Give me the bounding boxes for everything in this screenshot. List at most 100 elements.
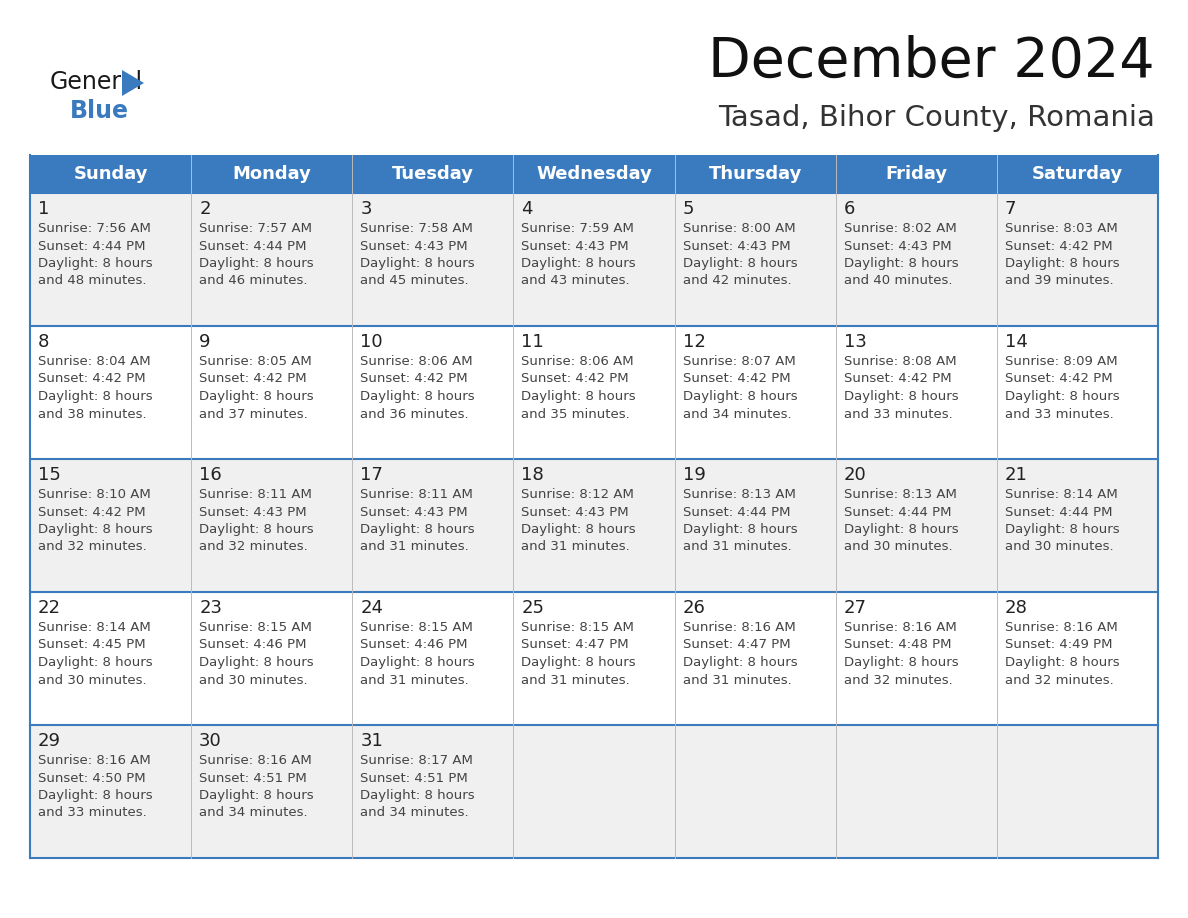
Text: Daylight: 8 hours: Daylight: 8 hours <box>522 257 636 270</box>
Text: Sunrise: 8:16 AM: Sunrise: 8:16 AM <box>200 754 312 767</box>
Text: and 31 minutes.: and 31 minutes. <box>683 674 791 687</box>
Text: and 39 minutes.: and 39 minutes. <box>1005 274 1113 287</box>
Text: and 31 minutes.: and 31 minutes. <box>360 674 469 687</box>
Text: 7: 7 <box>1005 200 1017 218</box>
Text: and 33 minutes.: and 33 minutes. <box>1005 408 1113 420</box>
Text: Sunrise: 8:06 AM: Sunrise: 8:06 AM <box>522 355 634 368</box>
Text: 21: 21 <box>1005 466 1028 484</box>
Text: and 30 minutes.: and 30 minutes. <box>843 541 953 554</box>
Text: Sunset: 4:42 PM: Sunset: 4:42 PM <box>38 506 146 519</box>
Text: Sunset: 4:43 PM: Sunset: 4:43 PM <box>360 240 468 252</box>
Text: Daylight: 8 hours: Daylight: 8 hours <box>1005 390 1119 403</box>
Text: Daylight: 8 hours: Daylight: 8 hours <box>38 523 152 536</box>
Text: and 38 minutes.: and 38 minutes. <box>38 408 146 420</box>
Text: Sunrise: 8:16 AM: Sunrise: 8:16 AM <box>38 754 151 767</box>
Text: Tuesday: Tuesday <box>392 165 474 183</box>
Text: Daylight: 8 hours: Daylight: 8 hours <box>683 656 797 669</box>
Text: 24: 24 <box>360 599 384 617</box>
Text: 20: 20 <box>843 466 866 484</box>
Text: Sunset: 4:49 PM: Sunset: 4:49 PM <box>1005 639 1112 652</box>
Text: Daylight: 8 hours: Daylight: 8 hours <box>1005 656 1119 669</box>
Text: Sunrise: 8:02 AM: Sunrise: 8:02 AM <box>843 222 956 235</box>
Text: and 34 minutes.: and 34 minutes. <box>683 408 791 420</box>
Text: Daylight: 8 hours: Daylight: 8 hours <box>38 390 152 403</box>
Text: 26: 26 <box>683 599 706 617</box>
Bar <box>30 592 1158 725</box>
Text: Sunrise: 8:04 AM: Sunrise: 8:04 AM <box>38 355 151 368</box>
Text: Daylight: 8 hours: Daylight: 8 hours <box>360 257 475 270</box>
Text: Daylight: 8 hours: Daylight: 8 hours <box>683 523 797 536</box>
Text: Sunset: 4:44 PM: Sunset: 4:44 PM <box>683 506 790 519</box>
Text: and 33 minutes.: and 33 minutes. <box>843 408 953 420</box>
Text: Blue: Blue <box>70 99 129 123</box>
Text: Sunrise: 8:11 AM: Sunrise: 8:11 AM <box>360 488 473 501</box>
Text: Monday: Monday <box>233 165 311 183</box>
Text: Sunset: 4:46 PM: Sunset: 4:46 PM <box>200 639 307 652</box>
Text: and 34 minutes.: and 34 minutes. <box>360 807 469 820</box>
Text: Daylight: 8 hours: Daylight: 8 hours <box>200 656 314 669</box>
Text: Sunrise: 8:14 AM: Sunrise: 8:14 AM <box>38 621 151 634</box>
Text: 22: 22 <box>38 599 61 617</box>
Text: and 43 minutes.: and 43 minutes. <box>522 274 630 287</box>
Text: and 32 minutes.: and 32 minutes. <box>38 541 147 554</box>
Text: and 30 minutes.: and 30 minutes. <box>1005 541 1113 554</box>
Text: Sunday: Sunday <box>74 165 147 183</box>
Text: Sunset: 4:46 PM: Sunset: 4:46 PM <box>360 639 468 652</box>
Text: Daylight: 8 hours: Daylight: 8 hours <box>522 656 636 669</box>
Text: Daylight: 8 hours: Daylight: 8 hours <box>1005 257 1119 270</box>
Text: Sunset: 4:43 PM: Sunset: 4:43 PM <box>200 506 307 519</box>
Text: Thursday: Thursday <box>708 165 802 183</box>
Text: 25: 25 <box>522 599 544 617</box>
Text: Daylight: 8 hours: Daylight: 8 hours <box>38 656 152 669</box>
Text: Sunrise: 8:16 AM: Sunrise: 8:16 AM <box>683 621 795 634</box>
Text: Sunrise: 7:57 AM: Sunrise: 7:57 AM <box>200 222 312 235</box>
Text: and 48 minutes.: and 48 minutes. <box>38 274 146 287</box>
Text: General: General <box>50 70 143 94</box>
Text: 30: 30 <box>200 732 222 750</box>
Text: 10: 10 <box>360 333 383 351</box>
Text: Sunset: 4:42 PM: Sunset: 4:42 PM <box>522 373 630 386</box>
Text: Sunrise: 8:17 AM: Sunrise: 8:17 AM <box>360 754 473 767</box>
Text: Friday: Friday <box>885 165 947 183</box>
Text: Sunrise: 8:14 AM: Sunrise: 8:14 AM <box>1005 488 1118 501</box>
Text: Saturday: Saturday <box>1032 165 1123 183</box>
Text: Daylight: 8 hours: Daylight: 8 hours <box>522 523 636 536</box>
Text: Daylight: 8 hours: Daylight: 8 hours <box>200 789 314 802</box>
Text: Daylight: 8 hours: Daylight: 8 hours <box>200 390 314 403</box>
Text: and 31 minutes.: and 31 minutes. <box>683 541 791 554</box>
Text: Daylight: 8 hours: Daylight: 8 hours <box>360 523 475 536</box>
Text: 19: 19 <box>683 466 706 484</box>
Text: Sunrise: 8:15 AM: Sunrise: 8:15 AM <box>522 621 634 634</box>
Bar <box>30 725 1158 858</box>
Text: Sunrise: 8:03 AM: Sunrise: 8:03 AM <box>1005 222 1118 235</box>
Text: 18: 18 <box>522 466 544 484</box>
Text: 28: 28 <box>1005 599 1028 617</box>
Text: and 45 minutes.: and 45 minutes. <box>360 274 469 287</box>
Text: Sunset: 4:42 PM: Sunset: 4:42 PM <box>843 373 952 386</box>
Text: Sunset: 4:44 PM: Sunset: 4:44 PM <box>38 240 145 252</box>
Text: Sunrise: 8:16 AM: Sunrise: 8:16 AM <box>1005 621 1118 634</box>
Text: 1: 1 <box>38 200 50 218</box>
Text: Sunset: 4:43 PM: Sunset: 4:43 PM <box>683 240 790 252</box>
Text: Wednesday: Wednesday <box>536 165 652 183</box>
Text: 16: 16 <box>200 466 222 484</box>
Text: Sunrise: 8:06 AM: Sunrise: 8:06 AM <box>360 355 473 368</box>
Text: and 36 minutes.: and 36 minutes. <box>360 408 469 420</box>
Text: 8: 8 <box>38 333 50 351</box>
Text: Sunset: 4:48 PM: Sunset: 4:48 PM <box>843 639 952 652</box>
Text: Sunset: 4:42 PM: Sunset: 4:42 PM <box>683 373 790 386</box>
Text: 3: 3 <box>360 200 372 218</box>
Text: 6: 6 <box>843 200 855 218</box>
Text: 13: 13 <box>843 333 866 351</box>
Text: 31: 31 <box>360 732 384 750</box>
Text: Sunrise: 8:05 AM: Sunrise: 8:05 AM <box>200 355 312 368</box>
Text: and 31 minutes.: and 31 minutes. <box>360 541 469 554</box>
Text: Sunrise: 8:16 AM: Sunrise: 8:16 AM <box>843 621 956 634</box>
Bar <box>30 326 1158 459</box>
Text: Daylight: 8 hours: Daylight: 8 hours <box>683 390 797 403</box>
Text: Daylight: 8 hours: Daylight: 8 hours <box>683 257 797 270</box>
Text: Daylight: 8 hours: Daylight: 8 hours <box>360 656 475 669</box>
Text: and 37 minutes.: and 37 minutes. <box>200 408 308 420</box>
Text: Daylight: 8 hours: Daylight: 8 hours <box>360 789 475 802</box>
Text: and 32 minutes.: and 32 minutes. <box>200 541 308 554</box>
